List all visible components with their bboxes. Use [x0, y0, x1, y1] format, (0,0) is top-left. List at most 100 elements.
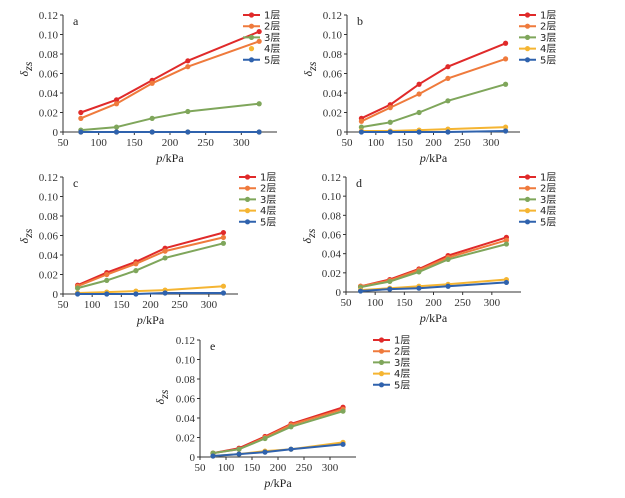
data-point: [220, 290, 227, 296]
y-tick-label: 0.06: [39, 69, 59, 81]
x-tick-label: 200: [142, 299, 159, 311]
data-point: [358, 124, 365, 130]
data-point: [416, 129, 422, 135]
legend-swatch-marker: [248, 12, 255, 18]
legend-label: 3层: [264, 32, 280, 44]
y-axis-label-subscript: zs: [304, 228, 318, 239]
legend-swatch-marker: [378, 348, 385, 354]
data-point: [236, 446, 242, 452]
y-tick-label: 0.02: [322, 268, 341, 280]
legend-label: 5层: [394, 379, 410, 391]
x-tick-label: 200: [425, 137, 442, 149]
y-axis-label-symbol: δ: [153, 398, 167, 404]
legend-swatch-marker: [524, 196, 531, 202]
y-axis-label-subscript: zs: [305, 61, 319, 72]
chart-panel-a: 0 0.02 0.04 0.06 0.08 0.10 0.12 50 100 150 200 250 3…: [17, 10, 280, 166]
x-tick-label: 300: [484, 297, 501, 309]
legend-label: 2层: [394, 346, 410, 358]
data-point: [149, 115, 155, 121]
data-point: [133, 291, 139, 297]
data-point: [445, 256, 451, 263]
data-point: [416, 109, 422, 116]
series-5: [74, 290, 227, 297]
x-tick-label: 250: [454, 297, 471, 309]
legend-label: 2层: [540, 21, 556, 33]
legend-label: 4层: [394, 368, 410, 380]
x-tick-label: 50: [342, 137, 354, 149]
data-point: [416, 81, 422, 87]
y-tick-label: 0.12: [323, 10, 342, 22]
y-axis-label-subscript: zs: [21, 228, 35, 239]
legend-label: 5层: [264, 54, 280, 66]
series-3: [357, 241, 510, 290]
x-tick-label: 100: [367, 297, 384, 309]
x-tick-label: 100: [218, 462, 235, 474]
x-axis-label: p/kPa: [136, 313, 165, 327]
data-point: [149, 80, 155, 86]
y-tick-label: 0.12: [39, 10, 58, 22]
data-point: [387, 119, 393, 125]
legend-label: 5层: [260, 216, 276, 228]
y-tick-label: 0.06: [39, 231, 59, 243]
data-point: [220, 234, 227, 241]
series-1: [78, 28, 262, 116]
y-tick-label: 0.12: [322, 172, 341, 184]
y-axis-label-subscript: zs: [157, 389, 171, 400]
data-point: [445, 75, 451, 81]
data-point: [133, 268, 139, 274]
x-axis-label-symbol: p: [263, 476, 270, 490]
x-tick-label: 300: [322, 462, 339, 474]
data-point: [387, 105, 393, 111]
legend-label: 5层: [540, 54, 556, 66]
series-line: [360, 239, 507, 288]
x-axis-label-symbol: p: [419, 311, 426, 325]
series-line: [77, 292, 224, 295]
y-axis-label-subscript: zs: [21, 61, 35, 72]
data-point: [220, 283, 227, 289]
x-axis-label-symbol: p: [419, 151, 426, 165]
series-line: [360, 236, 507, 288]
data-point: [358, 118, 365, 124]
legend-label: 5层: [540, 216, 556, 228]
series-5: [78, 129, 262, 135]
x-tick-label: 50: [341, 297, 353, 309]
data-point: [256, 129, 262, 135]
data-point: [445, 98, 451, 104]
legend-swatch-marker: [378, 371, 385, 377]
data-point: [256, 28, 262, 35]
series-3: [210, 408, 346, 456]
data-point: [502, 56, 509, 62]
data-point: [162, 290, 168, 296]
data-point: [74, 291, 81, 297]
x-axis-label: p/kPa: [419, 151, 448, 165]
x-tick-label: 150: [396, 297, 413, 309]
data-point: [503, 241, 510, 247]
legend-swatch-marker: [524, 23, 531, 29]
data-point: [288, 446, 294, 452]
y-tick-label: 0.10: [39, 30, 59, 42]
y-tick-label: 0.10: [176, 355, 196, 367]
y-axis-label: δzs: [17, 228, 35, 243]
series-5: [358, 128, 509, 135]
data-point: [387, 278, 393, 285]
legend-swatch-marker: [244, 219, 251, 225]
x-axis-label-unit: /kPa: [426, 151, 448, 165]
x-axis-label: p/kPa: [419, 311, 448, 325]
data-point: [113, 97, 120, 103]
data-point: [78, 115, 84, 121]
data-point: [78, 129, 84, 135]
legend-swatch-marker: [378, 382, 385, 388]
y-tick-label: 0.12: [176, 335, 195, 347]
x-tick-label: 50: [58, 299, 70, 311]
x-tick-label: 250: [171, 299, 188, 311]
data-point: [288, 424, 294, 430]
y-tick-label: 0.08: [176, 374, 196, 386]
data-point: [210, 453, 216, 459]
x-tick-label: 250: [197, 137, 214, 149]
x-tick-label: 50: [195, 462, 207, 474]
series-2: [358, 56, 509, 124]
chart-panel-b: 0 0.02 0.04 0.06 0.08 0.10 0.12 50 100 150 200 250 3…: [301, 10, 556, 166]
legend-swatch-marker: [524, 208, 531, 214]
